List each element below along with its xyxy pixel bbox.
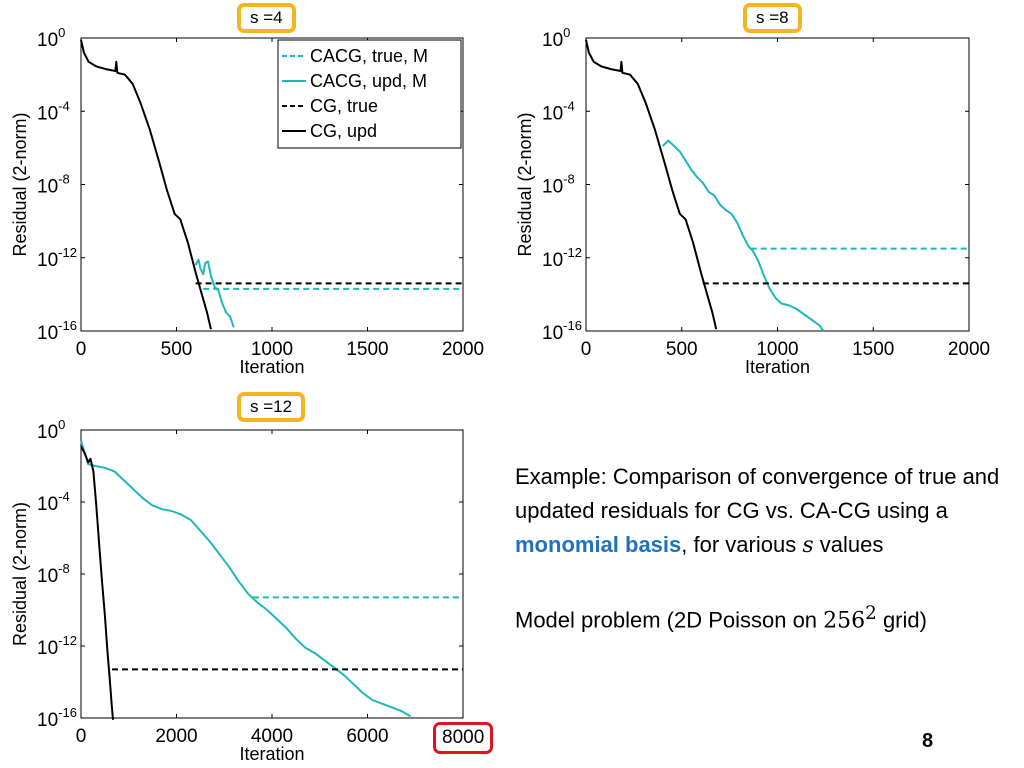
x-axis-label: Iteration	[239, 744, 304, 764]
chart-s4-badge: s =4	[237, 3, 296, 33]
y-tick-label: 10-8	[37, 561, 70, 587]
chart-s8-badge: s =8	[743, 3, 802, 33]
y-tick-label: 10-12	[37, 245, 77, 271]
legend-label: CG, upd	[310, 121, 377, 141]
legend-label: CACG, upd, M	[310, 71, 427, 91]
y-tick-label: 10-12	[37, 633, 77, 659]
chart-s8: 0 500 1000 1500 2000 Iteration 100 10-4 10-8 10-1…	[515, 25, 990, 377]
x-tick-label: 2000	[155, 726, 197, 747]
model-problem-text-end: grid)	[876, 607, 927, 633]
plot-frame	[585, 37, 970, 332]
page-number: 8	[922, 730, 934, 752]
y-axis-label: Residual (2-norm)	[515, 112, 535, 256]
chart-s12: 0 2000 4000 6000 Iteration 100 10-4 10-8 10-12 10…	[10, 417, 464, 764]
variable-s: s	[802, 533, 814, 558]
y-tick-label: 10-8	[542, 172, 575, 198]
series-line	[194, 258, 235, 328]
x-axis-label: Iteration	[745, 357, 810, 377]
legend-label: CG, true	[310, 96, 378, 116]
series-line	[80, 445, 114, 720]
series-line	[661, 139, 825, 332]
x-tick-label: 4000	[251, 726, 293, 747]
legend-label: CACG, true, M	[310, 46, 428, 66]
x-tick-label: 2000	[948, 339, 990, 360]
monomial-basis-highlight: monomial basis	[515, 532, 682, 557]
series-line	[585, 39, 718, 330]
y-tick-label: 100	[37, 417, 65, 443]
description-text: Example: Comparison of convergence of tr…	[515, 464, 1000, 523]
y-tick-label: 10-4	[542, 98, 575, 124]
x-axis-label: Iteration	[239, 357, 304, 377]
y-tick-label: 100	[542, 25, 570, 51]
y-axis-label: Residual (2-norm)	[10, 112, 30, 256]
model-problem-text: Model problem (2D Poisson on	[515, 607, 824, 633]
series-line	[80, 39, 212, 330]
chart-s12-badge: s =12	[237, 392, 306, 422]
x-tick-label: 2000	[442, 339, 484, 360]
x-tick-label: 1000	[756, 339, 798, 360]
xtick-8000-highlight: 8000	[433, 722, 494, 754]
y-tick-label: 10-8	[37, 172, 70, 198]
y-tick-label: 10-12	[542, 245, 582, 271]
x-tick-label: 6000	[346, 726, 388, 747]
y-tick-label: 10-4	[37, 98, 70, 124]
x-tick-label: 1500	[852, 339, 894, 360]
y-tick-label: 10-4	[37, 489, 70, 515]
x-tick-label: 500	[666, 339, 698, 360]
x-tick-label: 1000	[251, 339, 293, 360]
y-tick-label: 10-16	[542, 318, 582, 344]
series-line	[80, 440, 411, 718]
y-tick-label: 10-16	[37, 318, 77, 344]
legend-box	[277, 39, 462, 149]
chart-s4: 0 500 1000 1500 2000 Iteration 100 10-4 10-8 10-1…	[10, 25, 484, 377]
description-model-problem: Model problem (2D Poisson on 2562 grid)	[515, 597, 1010, 638]
description: Example: Comparison of convergence of tr…	[515, 460, 1010, 638]
description-example: Example: Comparison of convergence of tr…	[515, 460, 1010, 563]
grid-size-base: 256	[823, 608, 866, 634]
description-text-end: values	[813, 532, 884, 557]
grid-size-exponent: 2	[865, 603, 877, 624]
y-tick-label: 10-16	[37, 705, 77, 731]
x-tick-label: 0	[581, 339, 592, 360]
x-tick-label: 1500	[346, 339, 388, 360]
plot-frame	[80, 429, 464, 719]
y-tick-label: 100	[37, 25, 65, 51]
x-tick-label: 0	[76, 726, 87, 747]
x-tick-label: 500	[161, 339, 193, 360]
y-axis-label: Residual (2-norm)	[10, 502, 30, 646]
description-text-cont: , for various	[681, 532, 803, 557]
x-tick-label: 0	[76, 339, 87, 360]
